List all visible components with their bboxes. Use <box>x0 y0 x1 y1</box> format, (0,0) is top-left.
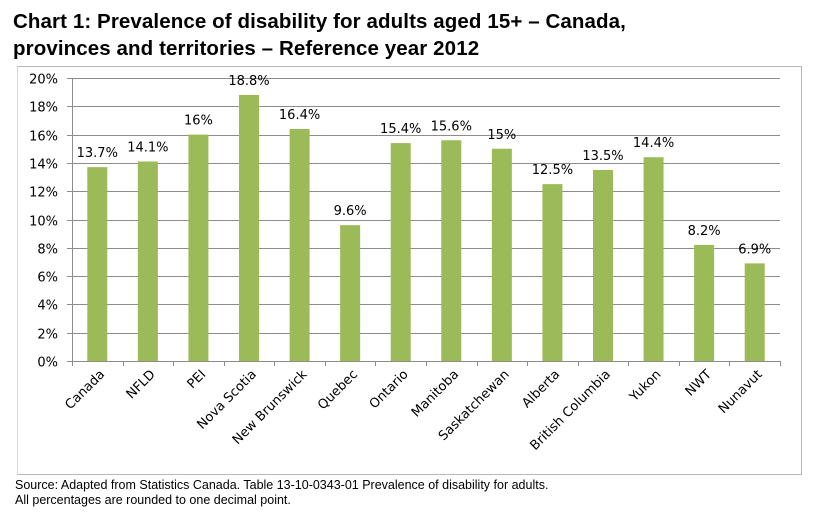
data-label: 14.4% <box>633 136 674 151</box>
bars <box>87 94 765 361</box>
bar <box>542 184 563 361</box>
source-line: Source: Adapted from Statistics Canada. … <box>15 478 549 492</box>
y-tick-label: 20% <box>29 73 58 88</box>
bar <box>289 128 310 361</box>
bar <box>744 263 765 361</box>
y-axis-tick-labels: 0% 2% 4% 6% 8% 10% 12% 14% 16% 18% 20% <box>29 73 58 371</box>
x-tick-label: Canada <box>63 367 109 413</box>
chart-title-line2: provinces and territories – Reference ye… <box>13 37 480 60</box>
bar <box>239 94 259 361</box>
y-tick-label: 10% <box>29 215 58 230</box>
data-label: 15.4% <box>380 122 421 137</box>
y-tick-label: 8% <box>37 243 58 258</box>
bar <box>694 244 715 361</box>
bar <box>491 148 512 361</box>
bar <box>441 140 462 361</box>
chart-frame <box>17 66 802 475</box>
x-tick-label: Manitoba <box>409 367 462 420</box>
y-tick-label: 4% <box>37 299 58 314</box>
x-tick-label: NFLD <box>124 367 159 402</box>
bar <box>137 161 158 361</box>
source-note: Source: Adapted from Statistics Canada. … <box>15 478 548 508</box>
y-tick-label: 12% <box>29 186 58 201</box>
data-label: 12.5% <box>532 163 573 178</box>
data-label: 15% <box>487 128 516 143</box>
bar <box>643 157 664 361</box>
y-tick-label: 14% <box>29 158 58 173</box>
bar <box>593 169 613 361</box>
data-label: 8.2% <box>688 224 721 239</box>
data-label: 6.9% <box>738 242 771 257</box>
x-tick-label: Alberta <box>519 367 563 411</box>
x-tick-label: NWT <box>683 367 715 399</box>
x-tick-label: PEI <box>185 367 210 392</box>
y-tick-label: 16% <box>29 130 58 145</box>
bar <box>340 225 361 361</box>
x-tick-label: Nunavut <box>716 367 766 417</box>
bar <box>390 143 411 361</box>
bar <box>87 167 108 361</box>
x-tick-label: Ontario <box>367 367 412 412</box>
data-label: 13.7% <box>77 146 118 161</box>
y-tick-label: 18% <box>29 101 58 116</box>
data-label: 15.6% <box>431 119 472 134</box>
x-tick-label: Yukon <box>626 367 664 405</box>
bar <box>188 134 209 361</box>
data-label: 13.5% <box>582 149 623 164</box>
y-tick-label: 6% <box>37 271 58 286</box>
data-labels: 13.7% 14.1% 16% 18.8% 16.4% 9.6% 15.4% 15.6% 15%… <box>77 74 772 257</box>
data-label: 18.8% <box>228 74 269 89</box>
y-tick-label: 0% <box>37 356 58 371</box>
x-tick-label: Quebec <box>315 367 361 413</box>
gridlines <box>67 78 780 362</box>
data-label: 16.4% <box>279 108 320 123</box>
chart-title-line1: Chart 1: Prevalence of disability for ad… <box>13 10 626 33</box>
x-axis <box>72 78 781 366</box>
data-label: 16% <box>184 114 213 129</box>
chart-title: Chart 1: Prevalence of disability for ad… <box>13 8 626 62</box>
y-tick-label: 2% <box>37 328 58 343</box>
data-label: 9.6% <box>334 204 367 219</box>
data-label: 14.1% <box>127 140 168 155</box>
rounding-note: All percentages are rounded to one decim… <box>15 493 291 507</box>
